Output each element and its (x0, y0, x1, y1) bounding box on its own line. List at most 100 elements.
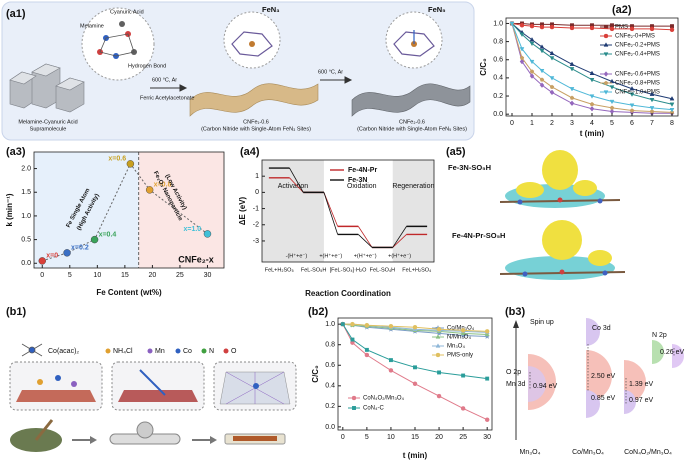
point (145, 186, 154, 194)
point-label: x=0.2 (71, 245, 89, 252)
x-tick-label: 5 (365, 434, 369, 441)
series-line (342, 323, 488, 380)
co-acac-icon-part (28, 346, 36, 354)
legend-marker (435, 343, 441, 348)
molecule-zoom-part (99, 33, 135, 57)
label: Mn₃O₄ (520, 449, 541, 456)
marker (364, 322, 370, 328)
marker (529, 73, 535, 79)
y-axis-label: k (min⁻¹) (5, 193, 14, 226)
legend-marker (435, 352, 441, 358)
marker (669, 107, 675, 113)
trend-line (42, 162, 208, 262)
arrows (150, 76, 353, 92)
annotation: CNFe₂-x (178, 254, 214, 264)
marker (549, 50, 555, 56)
label: Melamine-Cyanuric Acid (18, 119, 77, 125)
marker (519, 55, 525, 60)
y-axis-label: C/C₀ (311, 365, 320, 383)
point (63, 249, 71, 257)
marker (364, 352, 370, 358)
marker (509, 21, 515, 27)
stage-contents-part (253, 383, 259, 389)
label: 600 °C, Ar (318, 69, 343, 75)
panel-label: (b3) (505, 306, 526, 318)
x-tick-label: 30 (204, 272, 212, 279)
point (203, 230, 212, 238)
dos-shapes-part (586, 350, 612, 402)
label: Hydrogen Bond (128, 63, 166, 69)
dos-shapes-part (586, 390, 600, 418)
legend-text: NH₄Cl (113, 348, 133, 355)
process-row-part (210, 436, 217, 444)
prisms-part (55, 77, 85, 91)
legend-text: CNFe₂-0.2+PMS (615, 43, 660, 49)
marker (460, 328, 466, 333)
marker (484, 331, 490, 337)
label: N 2p (652, 332, 667, 339)
marker (539, 44, 545, 49)
stage-contents-part (71, 381, 77, 387)
structure-bottom-part (559, 269, 565, 275)
dos-shapes-part (586, 318, 600, 346)
y-tick-label: 2.0 (21, 165, 31, 172)
marker (412, 324, 418, 330)
marker (589, 101, 595, 107)
stage-contents-part (118, 390, 198, 402)
marker (413, 365, 417, 370)
marker (364, 347, 369, 352)
stage-boxes-part (9, 361, 103, 411)
structure-top-part (597, 198, 603, 204)
label: (Carbon Nitride with Single-Atom FeN₃ Si… (201, 126, 311, 132)
legend-text: PMS-only (447, 353, 473, 359)
legend-marker (603, 90, 609, 95)
x-axis-label: t (min) (580, 129, 605, 138)
stage-contents-part (16, 390, 96, 402)
plot-frame (33, 151, 225, 269)
label: Fe-3N-SO₅H (448, 163, 491, 172)
legend-marker (435, 334, 441, 339)
marker (569, 95, 575, 100)
point (90, 235, 99, 244)
dos-shapes-part (672, 344, 684, 368)
marker (519, 58, 525, 65)
x-tick-label: FeL-SO₄H (370, 267, 396, 273)
y-axis-label: ΔE (eV) (238, 196, 247, 225)
x-tick-label: 1 (530, 120, 534, 127)
legend-dots-part (223, 348, 229, 354)
legend-text: PMS (615, 25, 628, 31)
y-tick-label: 0.5 (21, 236, 31, 243)
dos-shapes-part (513, 320, 519, 328)
structure-top-part (517, 199, 523, 205)
x-axis-label: Reaction Coordination (305, 289, 391, 298)
structure-bottom-part (522, 271, 528, 277)
label: Co 3d (592, 325, 611, 332)
region (138, 152, 224, 268)
marker (529, 59, 535, 65)
marker (539, 49, 545, 54)
x-tick-label: 4 (590, 120, 594, 127)
label: 1.39 eV (629, 381, 653, 388)
legend-dots-part (105, 348, 111, 354)
legend-text: O (231, 348, 237, 355)
y-tick-label: 0.8 (325, 342, 335, 349)
marker (629, 92, 635, 97)
marker (629, 108, 635, 113)
legend-text: CNFe₂-0+PMS (615, 34, 655, 40)
x-tick-label: 3 (570, 120, 574, 127)
series-line (342, 323, 488, 421)
connector (358, 234, 373, 248)
panel-label: (b1) (6, 306, 27, 318)
dos-shapes-part (624, 390, 636, 414)
marker (569, 61, 575, 66)
structure-bottom-part (602, 270, 608, 276)
x-tick-label: FeL+H₂SO₅ (265, 267, 294, 273)
panel-b3: (b3) Spin up O 2p Mn 3d 0.94 eV Co 3d 2.… (505, 306, 684, 456)
marker (649, 98, 655, 103)
marker (460, 406, 466, 411)
legend-text: Co(acac)₂ (48, 348, 79, 355)
legend-dots-part (201, 348, 207, 354)
marker (340, 322, 345, 327)
label: Melamine (80, 23, 104, 29)
marker (485, 376, 490, 381)
